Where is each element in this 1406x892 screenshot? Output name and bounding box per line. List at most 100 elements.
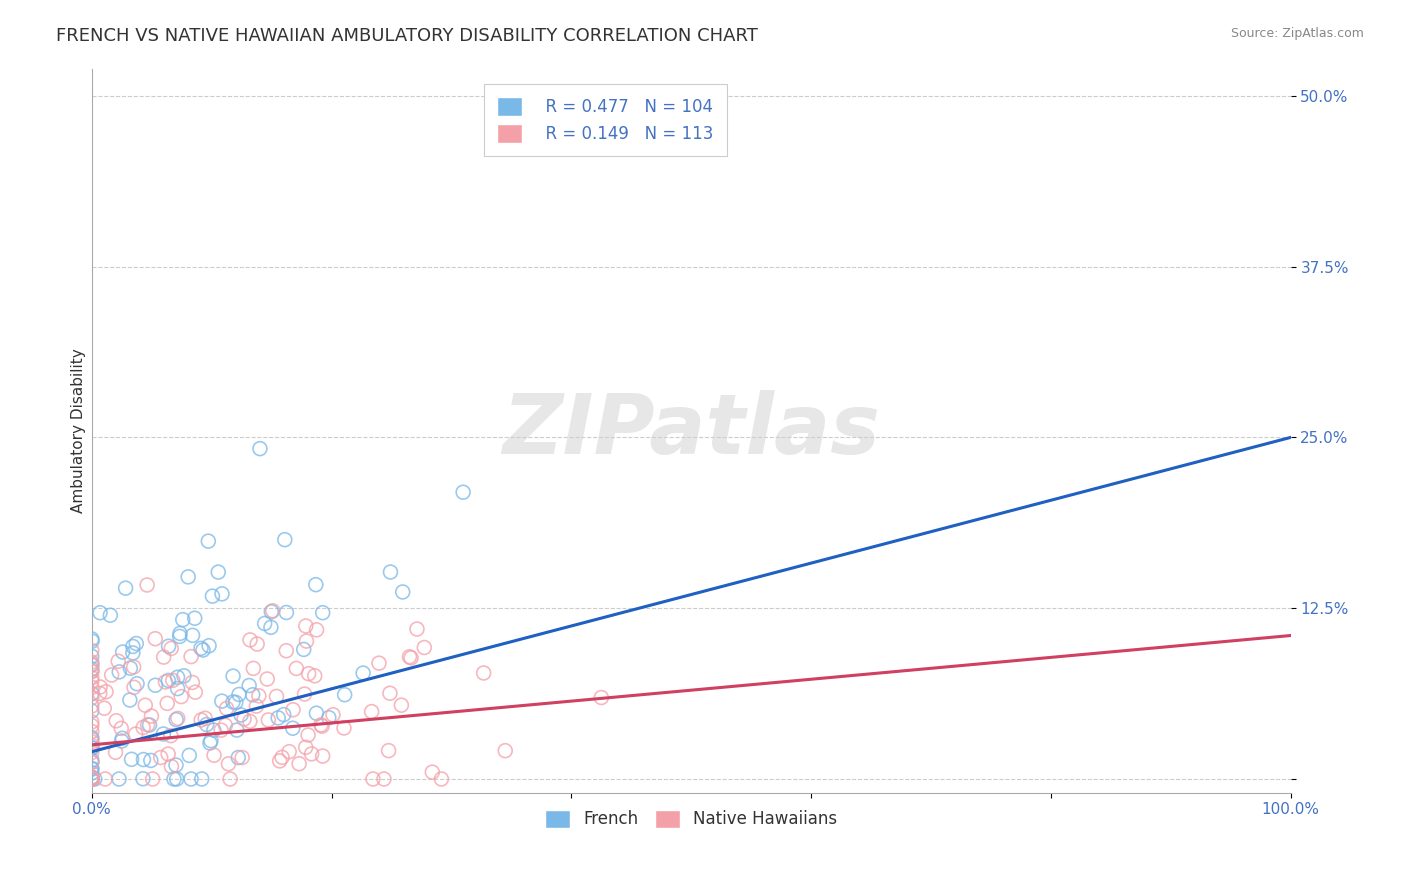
Point <box>142 772 165 786</box>
Point <box>149 750 172 764</box>
Point <box>360 705 382 719</box>
Point <box>247 689 270 703</box>
Point <box>80 770 103 784</box>
Point <box>121 640 143 654</box>
Point <box>257 713 280 727</box>
Point <box>226 750 249 764</box>
Point <box>389 698 412 713</box>
Point <box>166 772 188 786</box>
Point <box>110 722 132 736</box>
Point <box>162 673 184 688</box>
Point <box>121 646 143 660</box>
Point <box>94 684 117 698</box>
Point <box>233 712 256 726</box>
Point <box>190 772 212 786</box>
Point <box>229 707 252 722</box>
Point <box>451 485 474 500</box>
Point <box>173 669 195 683</box>
Point <box>217 756 239 771</box>
Point <box>198 639 221 653</box>
Point <box>111 734 134 748</box>
Point <box>134 698 156 713</box>
Point <box>139 754 162 768</box>
Point <box>242 661 264 675</box>
Point <box>80 665 103 679</box>
Point <box>180 772 202 786</box>
Point <box>89 686 111 700</box>
Point <box>191 643 214 657</box>
Point <box>202 723 225 737</box>
Text: FRENCH VS NATIVE HAWAIIAN AMBULATORY DISABILITY CORRELATION CHART: FRENCH VS NATIVE HAWAIIAN AMBULATORY DIS… <box>56 27 758 45</box>
Point <box>80 655 103 669</box>
Point <box>156 697 179 711</box>
Point <box>295 634 318 648</box>
Point <box>157 747 180 761</box>
Point <box>89 606 111 620</box>
Point <box>108 665 131 679</box>
Point <box>80 690 103 705</box>
Point <box>94 772 117 786</box>
Point <box>253 616 276 631</box>
Point <box>169 626 191 640</box>
Point <box>160 641 183 656</box>
Point <box>304 669 326 683</box>
Point <box>312 606 335 620</box>
Point <box>222 695 245 709</box>
Point <box>245 699 267 714</box>
Point <box>80 714 103 729</box>
Point <box>80 772 103 786</box>
Point <box>197 534 219 549</box>
Point <box>267 711 290 725</box>
Point <box>121 752 143 766</box>
Point <box>420 765 443 780</box>
Point <box>80 772 103 786</box>
Point <box>211 587 233 601</box>
Point <box>80 761 103 775</box>
Point <box>80 634 103 648</box>
Point <box>591 690 613 705</box>
Point <box>225 695 247 709</box>
Point <box>214 718 236 732</box>
Point <box>80 671 103 685</box>
Point <box>278 745 301 759</box>
Point <box>211 694 233 708</box>
Point <box>256 672 278 686</box>
Point <box>249 442 271 456</box>
Point <box>114 581 136 595</box>
Point <box>294 687 316 701</box>
Point <box>361 772 384 786</box>
Point <box>246 637 269 651</box>
Point <box>294 740 316 755</box>
Point <box>190 713 212 727</box>
Point <box>80 740 103 755</box>
Point <box>141 709 163 723</box>
Point <box>143 678 166 692</box>
Point <box>80 649 103 664</box>
Point <box>98 608 121 623</box>
Point <box>200 733 222 747</box>
Point <box>399 650 422 665</box>
Point <box>80 772 103 786</box>
Point <box>238 679 260 693</box>
Point <box>195 717 218 731</box>
Point <box>80 643 103 657</box>
Point <box>166 711 188 725</box>
Point <box>155 675 177 690</box>
Point <box>181 675 204 690</box>
Point <box>309 718 332 732</box>
Point <box>292 642 315 657</box>
Point <box>100 668 122 682</box>
Point <box>83 772 105 786</box>
Point <box>295 619 318 633</box>
Point <box>163 772 186 786</box>
Point <box>305 706 328 721</box>
Text: Source: ZipAtlas.com: Source: ZipAtlas.com <box>1230 27 1364 40</box>
Point <box>281 703 304 717</box>
Point <box>311 719 333 733</box>
Point <box>318 711 340 725</box>
Y-axis label: Ambulatory Disability: Ambulatory Disability <box>72 348 86 513</box>
Point <box>380 565 402 579</box>
Point <box>391 585 413 599</box>
Point <box>378 686 401 700</box>
Point <box>80 732 103 747</box>
